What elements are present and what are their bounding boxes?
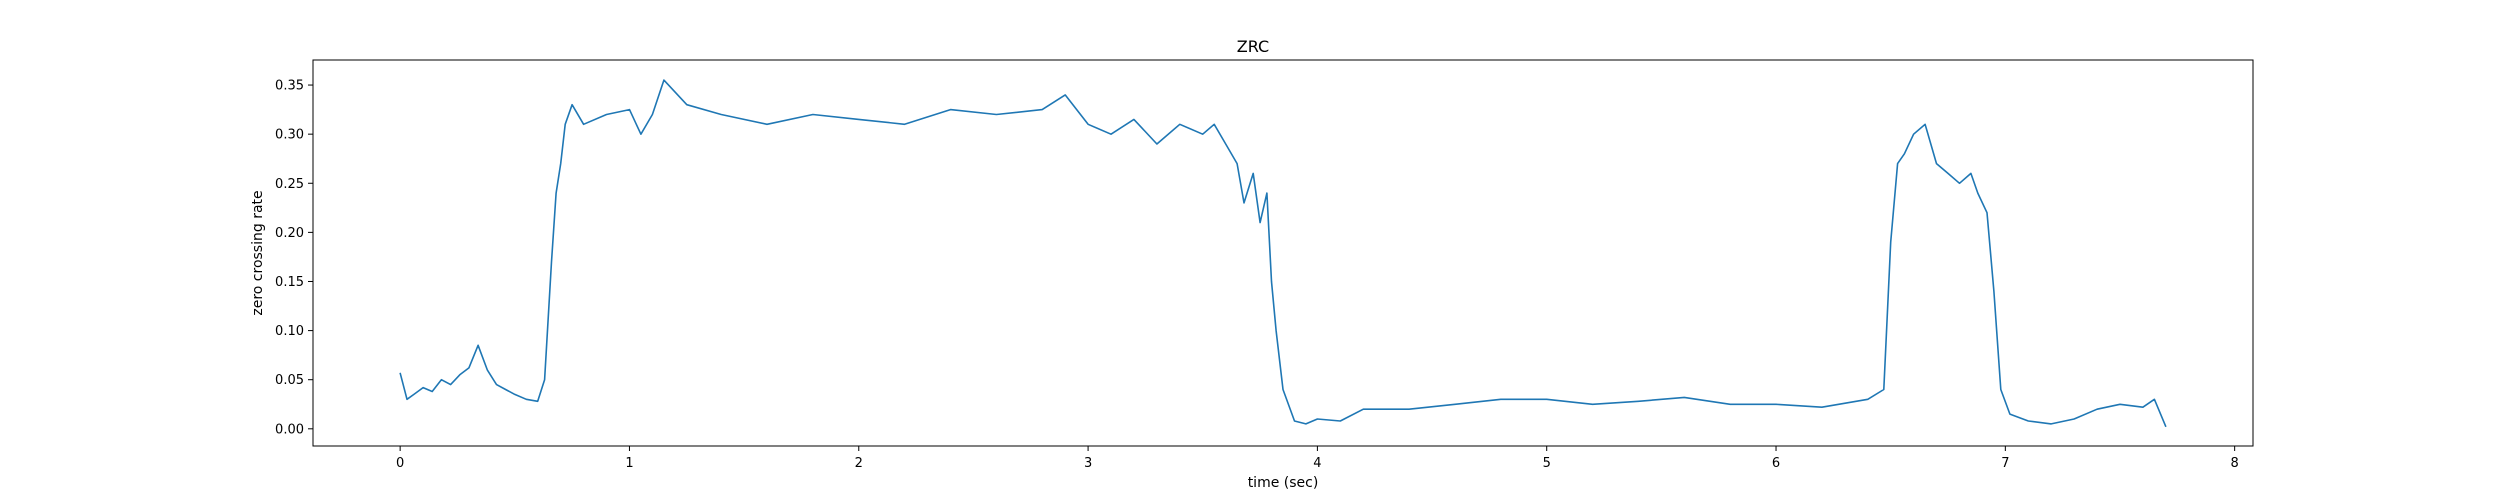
x-tick-label: 5 [1543, 456, 1551, 471]
x-tick-label: 0 [396, 456, 404, 471]
x-axis: 0 1 2 3 4 5 6 7 8 [396, 446, 2239, 471]
y-tick-label: 0.10 [275, 324, 304, 339]
y-tick-label: 0.30 [275, 128, 304, 143]
chart-title: ZRC [1237, 37, 1269, 56]
x-tick-label: 1 [625, 456, 633, 471]
y-tick-label: 0.20 [275, 226, 304, 241]
x-tick-label: 3 [1084, 456, 1092, 471]
y-tick-label: 0.00 [275, 422, 304, 437]
y-axis-label: zero crossing rate [250, 190, 266, 315]
x-tick-label: 6 [1772, 456, 1780, 471]
y-tick-label: 0.15 [275, 275, 304, 290]
x-tick-label: 8 [2231, 456, 2239, 471]
x-tick-label: 4 [1313, 456, 1321, 471]
y-axis: 0.00 0.05 0.10 0.15 0.20 0.25 0.30 0.35 [275, 79, 313, 437]
plot-frame [312, 59, 2254, 447]
y-tick-label: 0.25 [275, 177, 304, 192]
y-tick-label: 0.35 [275, 79, 304, 94]
series-line-0 [399, 79, 2167, 428]
x-axis-label: time (sec) [1248, 475, 1319, 491]
x-tick-label: 7 [2001, 456, 2009, 471]
data-layer [399, 79, 2167, 428]
y-tick-label: 0.05 [275, 373, 304, 388]
x-tick-label: 2 [855, 456, 863, 471]
